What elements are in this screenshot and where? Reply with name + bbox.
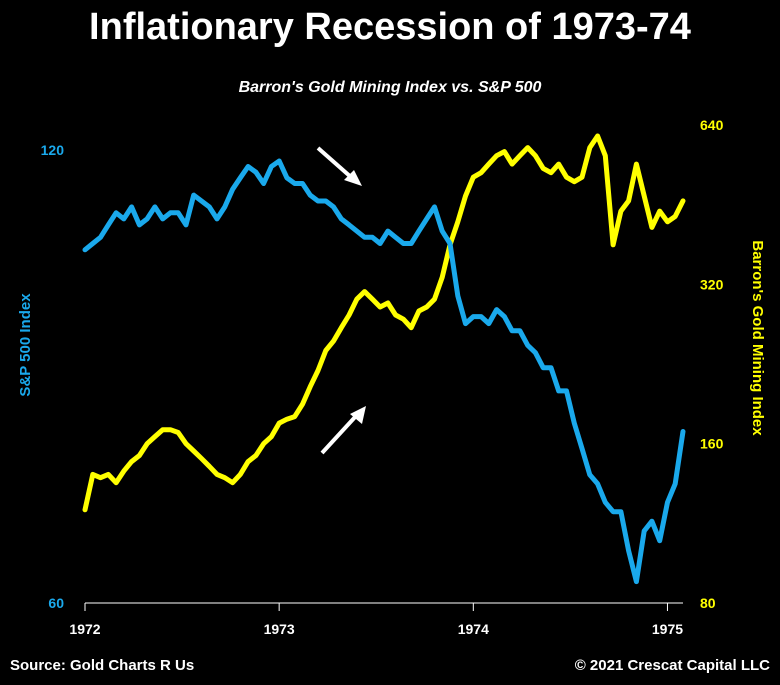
arrow-up-annotation [320,406,366,455]
x-tick-label: 1974 [458,621,489,637]
y-right-tick-label: 160 [700,436,724,452]
chart-subtitle: Barron's Gold Mining Index vs. S&P 500 [238,79,542,96]
x-ticks: 1972 1973 1974 1975 [69,603,683,637]
y-left-ticks: 120 60 [41,142,65,611]
y-right-axis-label: Barron's Gold Mining Index [749,240,766,436]
x-tick-label: 1972 [69,621,100,637]
y-right-ticks: 640 320 160 80 [700,117,724,611]
y-left-tick-label: 60 [48,595,64,611]
x-tick-label: 1975 [652,621,683,637]
y-left-axis-label: S&P 500 Index [17,293,34,397]
y-left-tick-label: 120 [41,142,65,158]
x-tick-label: 1973 [264,621,295,637]
y-right-tick-label: 320 [700,276,724,292]
series-sp500 [82,158,686,585]
copyright-footer: © 2021 Crescat Capital LLC [574,657,770,674]
arrow-down-annotation [316,146,362,186]
series-gold-mining-index [82,133,686,513]
y-right-tick-label: 80 [700,595,716,611]
y-right-tick-label: 640 [700,117,724,133]
source-footer: Source: Gold Charts R Us [10,657,195,674]
chart-title: Inflationary Recession of 1973-74 [89,6,691,48]
